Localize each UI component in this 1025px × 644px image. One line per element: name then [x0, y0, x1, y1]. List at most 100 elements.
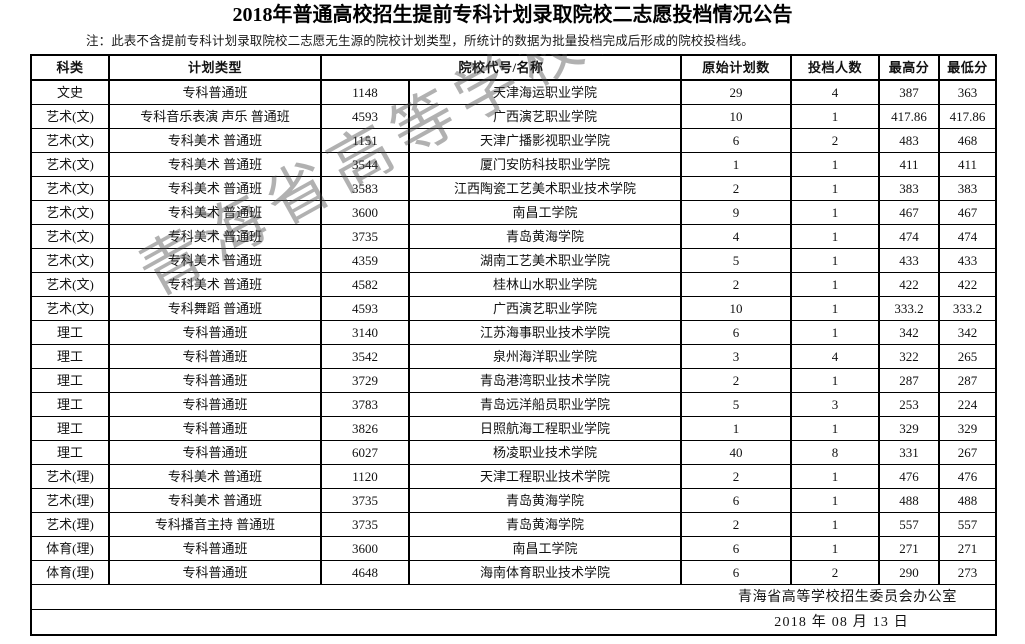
cell-plan-type: 专科美术 普通班 [108, 152, 322, 177]
table-row: 艺术(文) 专科美术 普通班 3735 青岛黄海学院 4 1 474 474 [30, 224, 997, 249]
cell-school-code: 3729 [320, 368, 410, 393]
table-row: 理工 专科普通班 3140 江苏海事职业技术学院 6 1 342 342 [30, 320, 997, 345]
cell-lowest-score: 224 [938, 392, 997, 417]
cell-submitted: 1 [790, 488, 880, 513]
cell-highest-score: 411 [878, 152, 940, 177]
cell-original-plan: 2 [680, 464, 792, 489]
date-row: 2018 年 08 月 13 日 [30, 609, 997, 636]
cell-original-plan: 2 [680, 272, 792, 297]
table-body: 文史 专科普通班 1148 天津海运职业学院 29 4 387 363 艺术(文) 专科音乐表演 … [30, 79, 997, 585]
cell-category: 艺术(文) [30, 200, 110, 225]
cell-lowest-score: 273 [938, 560, 997, 585]
cell-lowest-score: 557 [938, 512, 997, 537]
cell-submitted: 2 [790, 560, 880, 585]
table-row: 艺术(文) 专科美术 普通班 3544 厦门安防科技职业学院 1 1 411 411 [30, 152, 997, 177]
cell-plan-type: 专科美术 普通班 [108, 200, 322, 225]
cell-submitted: 1 [790, 368, 880, 393]
table-row: 理工 专科普通班 3542 泉州海洋职业学院 3 4 322 265 [30, 344, 997, 369]
cell-school-name: 湖南工艺美术职业学院 [408, 248, 682, 273]
cell-highest-score: 342 [878, 320, 940, 345]
cell-school-code: 1151 [320, 128, 410, 153]
cell-category: 艺术(文) [30, 128, 110, 153]
cell-category: 理工 [30, 392, 110, 417]
cell-submitted: 1 [790, 248, 880, 273]
cell-school-code: 4593 [320, 104, 410, 129]
cell-school-code: 4593 [320, 296, 410, 321]
cell-category: 体育(理) [30, 536, 110, 561]
cell-school-name: 泉州海洋职业学院 [408, 344, 682, 369]
issue-date: 2018 年 08 月 13 日 [30, 609, 997, 636]
cell-highest-score: 557 [878, 512, 940, 537]
cell-school-code: 3544 [320, 152, 410, 177]
cell-school-name: 青岛港湾职业技术学院 [408, 368, 682, 393]
cell-submitted: 1 [790, 320, 880, 345]
cell-school-name: 江苏海事职业技术学院 [408, 320, 682, 345]
cell-category: 艺术(文) [30, 176, 110, 201]
cell-plan-type: 专科美术 普通班 [108, 128, 322, 153]
cell-school-name: 杨凌职业技术学院 [408, 440, 682, 465]
cell-highest-score: 433 [878, 248, 940, 273]
cell-category: 理工 [30, 344, 110, 369]
cell-plan-type: 专科美术 普通班 [108, 224, 322, 249]
table-row: 艺术(文) 专科美术 普通班 3600 南昌工学院 9 1 467 467 [30, 200, 997, 225]
table-row: 体育(理) 专科普通班 3600 南昌工学院 6 1 271 271 [30, 536, 997, 561]
cell-school-code: 1148 [320, 79, 410, 105]
cell-lowest-score: 271 [938, 536, 997, 561]
cell-plan-type: 专科普通班 [108, 344, 322, 369]
cell-school-code: 3735 [320, 488, 410, 513]
cell-highest-score: 290 [878, 560, 940, 585]
cell-plan-type: 专科普通班 [108, 320, 322, 345]
cell-plan-type: 专科普通班 [108, 79, 322, 105]
cell-submitted: 1 [790, 464, 880, 489]
cell-category: 理工 [30, 440, 110, 465]
table-row: 艺术(文) 专科舞蹈 普通班 4593 广西演艺职业学院 10 1 333.2 333.2 [30, 296, 997, 321]
column-header-submitted-count: 投档人数 [790, 55, 880, 81]
cell-original-plan: 6 [680, 536, 792, 561]
cell-original-plan: 2 [680, 512, 792, 537]
cell-category: 文史 [30, 79, 110, 105]
cell-category: 艺术(文) [30, 104, 110, 129]
cell-school-code: 3735 [320, 224, 410, 249]
cell-school-code: 4359 [320, 248, 410, 273]
cell-school-code: 4648 [320, 560, 410, 585]
cell-highest-score: 333.2 [878, 296, 940, 321]
table-row: 理工 专科普通班 6027 杨凌职业技术学院 40 8 331 267 [30, 440, 997, 465]
cell-highest-score: 253 [878, 392, 940, 417]
cell-highest-score: 271 [878, 536, 940, 561]
cell-submitted: 1 [790, 152, 880, 177]
table-row: 艺术(理) 专科美术 普通班 1120 天津工程职业技术学院 2 1 476 476 [30, 464, 997, 489]
cell-submitted: 1 [790, 104, 880, 129]
cell-submitted: 1 [790, 200, 880, 225]
cell-submitted: 1 [790, 272, 880, 297]
cell-highest-score: 488 [878, 488, 940, 513]
table-row: 理工 专科普通班 3729 青岛港湾职业技术学院 2 1 287 287 [30, 368, 997, 393]
cell-highest-score: 474 [878, 224, 940, 249]
cell-school-code: 4582 [320, 272, 410, 297]
cell-school-code: 3600 [320, 536, 410, 561]
cell-school-name: 日照航海工程职业学院 [408, 416, 682, 441]
cell-submitted: 3 [790, 392, 880, 417]
table-row: 艺术(理) 专科播音主持 普通班 3735 青岛黄海学院 2 1 557 557 [30, 512, 997, 537]
cell-original-plan: 29 [680, 79, 792, 105]
cell-plan-type: 专科播音主持 普通班 [108, 512, 322, 537]
cell-lowest-score: 488 [938, 488, 997, 513]
cell-school-name: 天津工程职业技术学院 [408, 464, 682, 489]
cell-lowest-score: 265 [938, 344, 997, 369]
cell-category: 艺术(文) [30, 296, 110, 321]
cell-original-plan: 6 [680, 488, 792, 513]
cell-submitted: 1 [790, 536, 880, 561]
cell-original-plan: 6 [680, 560, 792, 585]
column-header-category: 科类 [30, 55, 110, 81]
cell-school-name: 青岛黄海学院 [408, 512, 682, 537]
table-header-row: 科类 计划类型 院校代号/名称 原始计划数 投档人数 最高分 最低分 [30, 55, 997, 81]
cell-lowest-score: 333.2 [938, 296, 997, 321]
cell-original-plan: 6 [680, 128, 792, 153]
cell-school-code: 3583 [320, 176, 410, 201]
cell-category: 艺术(理) [30, 488, 110, 513]
cell-original-plan: 5 [680, 248, 792, 273]
cell-original-plan: 2 [680, 368, 792, 393]
cell-plan-type: 专科音乐表演 声乐 普通班 [108, 104, 322, 129]
cell-school-code: 3140 [320, 320, 410, 345]
cell-highest-score: 483 [878, 128, 940, 153]
cell-plan-type: 专科美术 普通班 [108, 272, 322, 297]
